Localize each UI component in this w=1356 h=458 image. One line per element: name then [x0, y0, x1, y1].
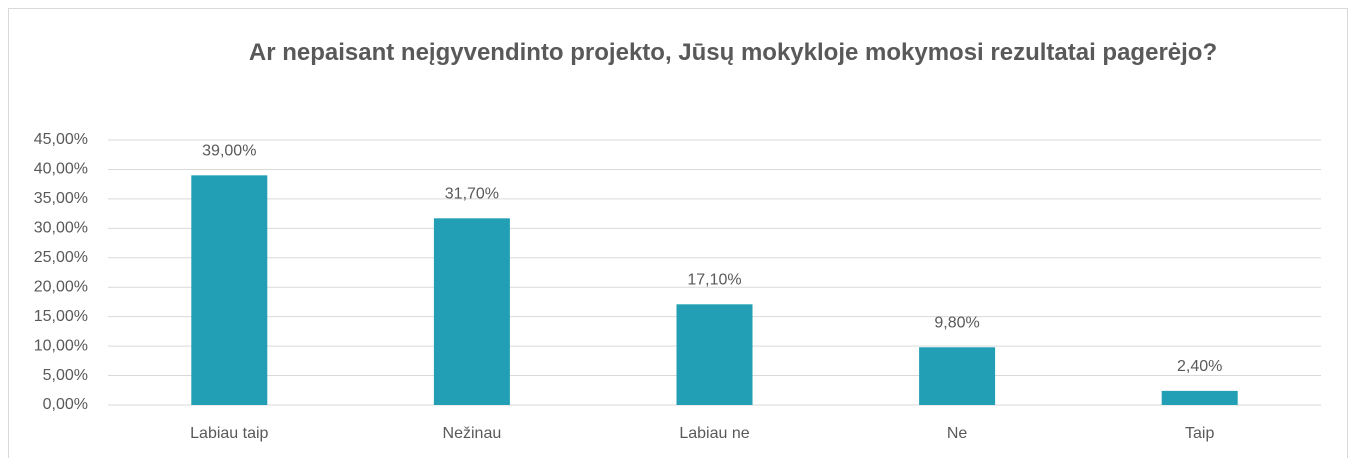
- bar: [919, 347, 996, 405]
- data-label: 31,70%: [445, 186, 499, 203]
- bar: [433, 218, 510, 405]
- x-tick-label: Labiau taip: [190, 425, 268, 442]
- x-tick-label: Labiau ne: [679, 425, 749, 442]
- data-label: 17,10%: [687, 272, 741, 289]
- bar: [676, 304, 753, 405]
- y-tick-label: 45,00%: [34, 131, 88, 148]
- y-tick-label: 15,00%: [34, 308, 88, 325]
- y-tick-label: 10,00%: [34, 337, 88, 354]
- x-tick-label: Ne: [947, 425, 968, 442]
- x-tick-label: Taip: [1185, 425, 1214, 442]
- chart-title: Ar nepaisant neįgyvendinto projekto, Jūs…: [248, 39, 1218, 66]
- y-tick-label: 0,00%: [43, 396, 88, 413]
- y-tick-label: 25,00%: [34, 249, 88, 266]
- bar: [191, 175, 268, 405]
- data-label: 9,80%: [934, 315, 979, 332]
- x-tick-label: Nežinau: [443, 425, 502, 442]
- y-tick-label: 5,00%: [43, 367, 88, 384]
- y-tick-label: 30,00%: [34, 220, 88, 237]
- data-label: 2,40%: [1177, 358, 1222, 375]
- y-tick-label: 35,00%: [34, 190, 88, 207]
- bar: [1161, 390, 1238, 405]
- y-tick-label: 40,00%: [34, 161, 88, 178]
- data-label: 39,00%: [202, 143, 256, 160]
- y-tick-label: 20,00%: [34, 278, 88, 295]
